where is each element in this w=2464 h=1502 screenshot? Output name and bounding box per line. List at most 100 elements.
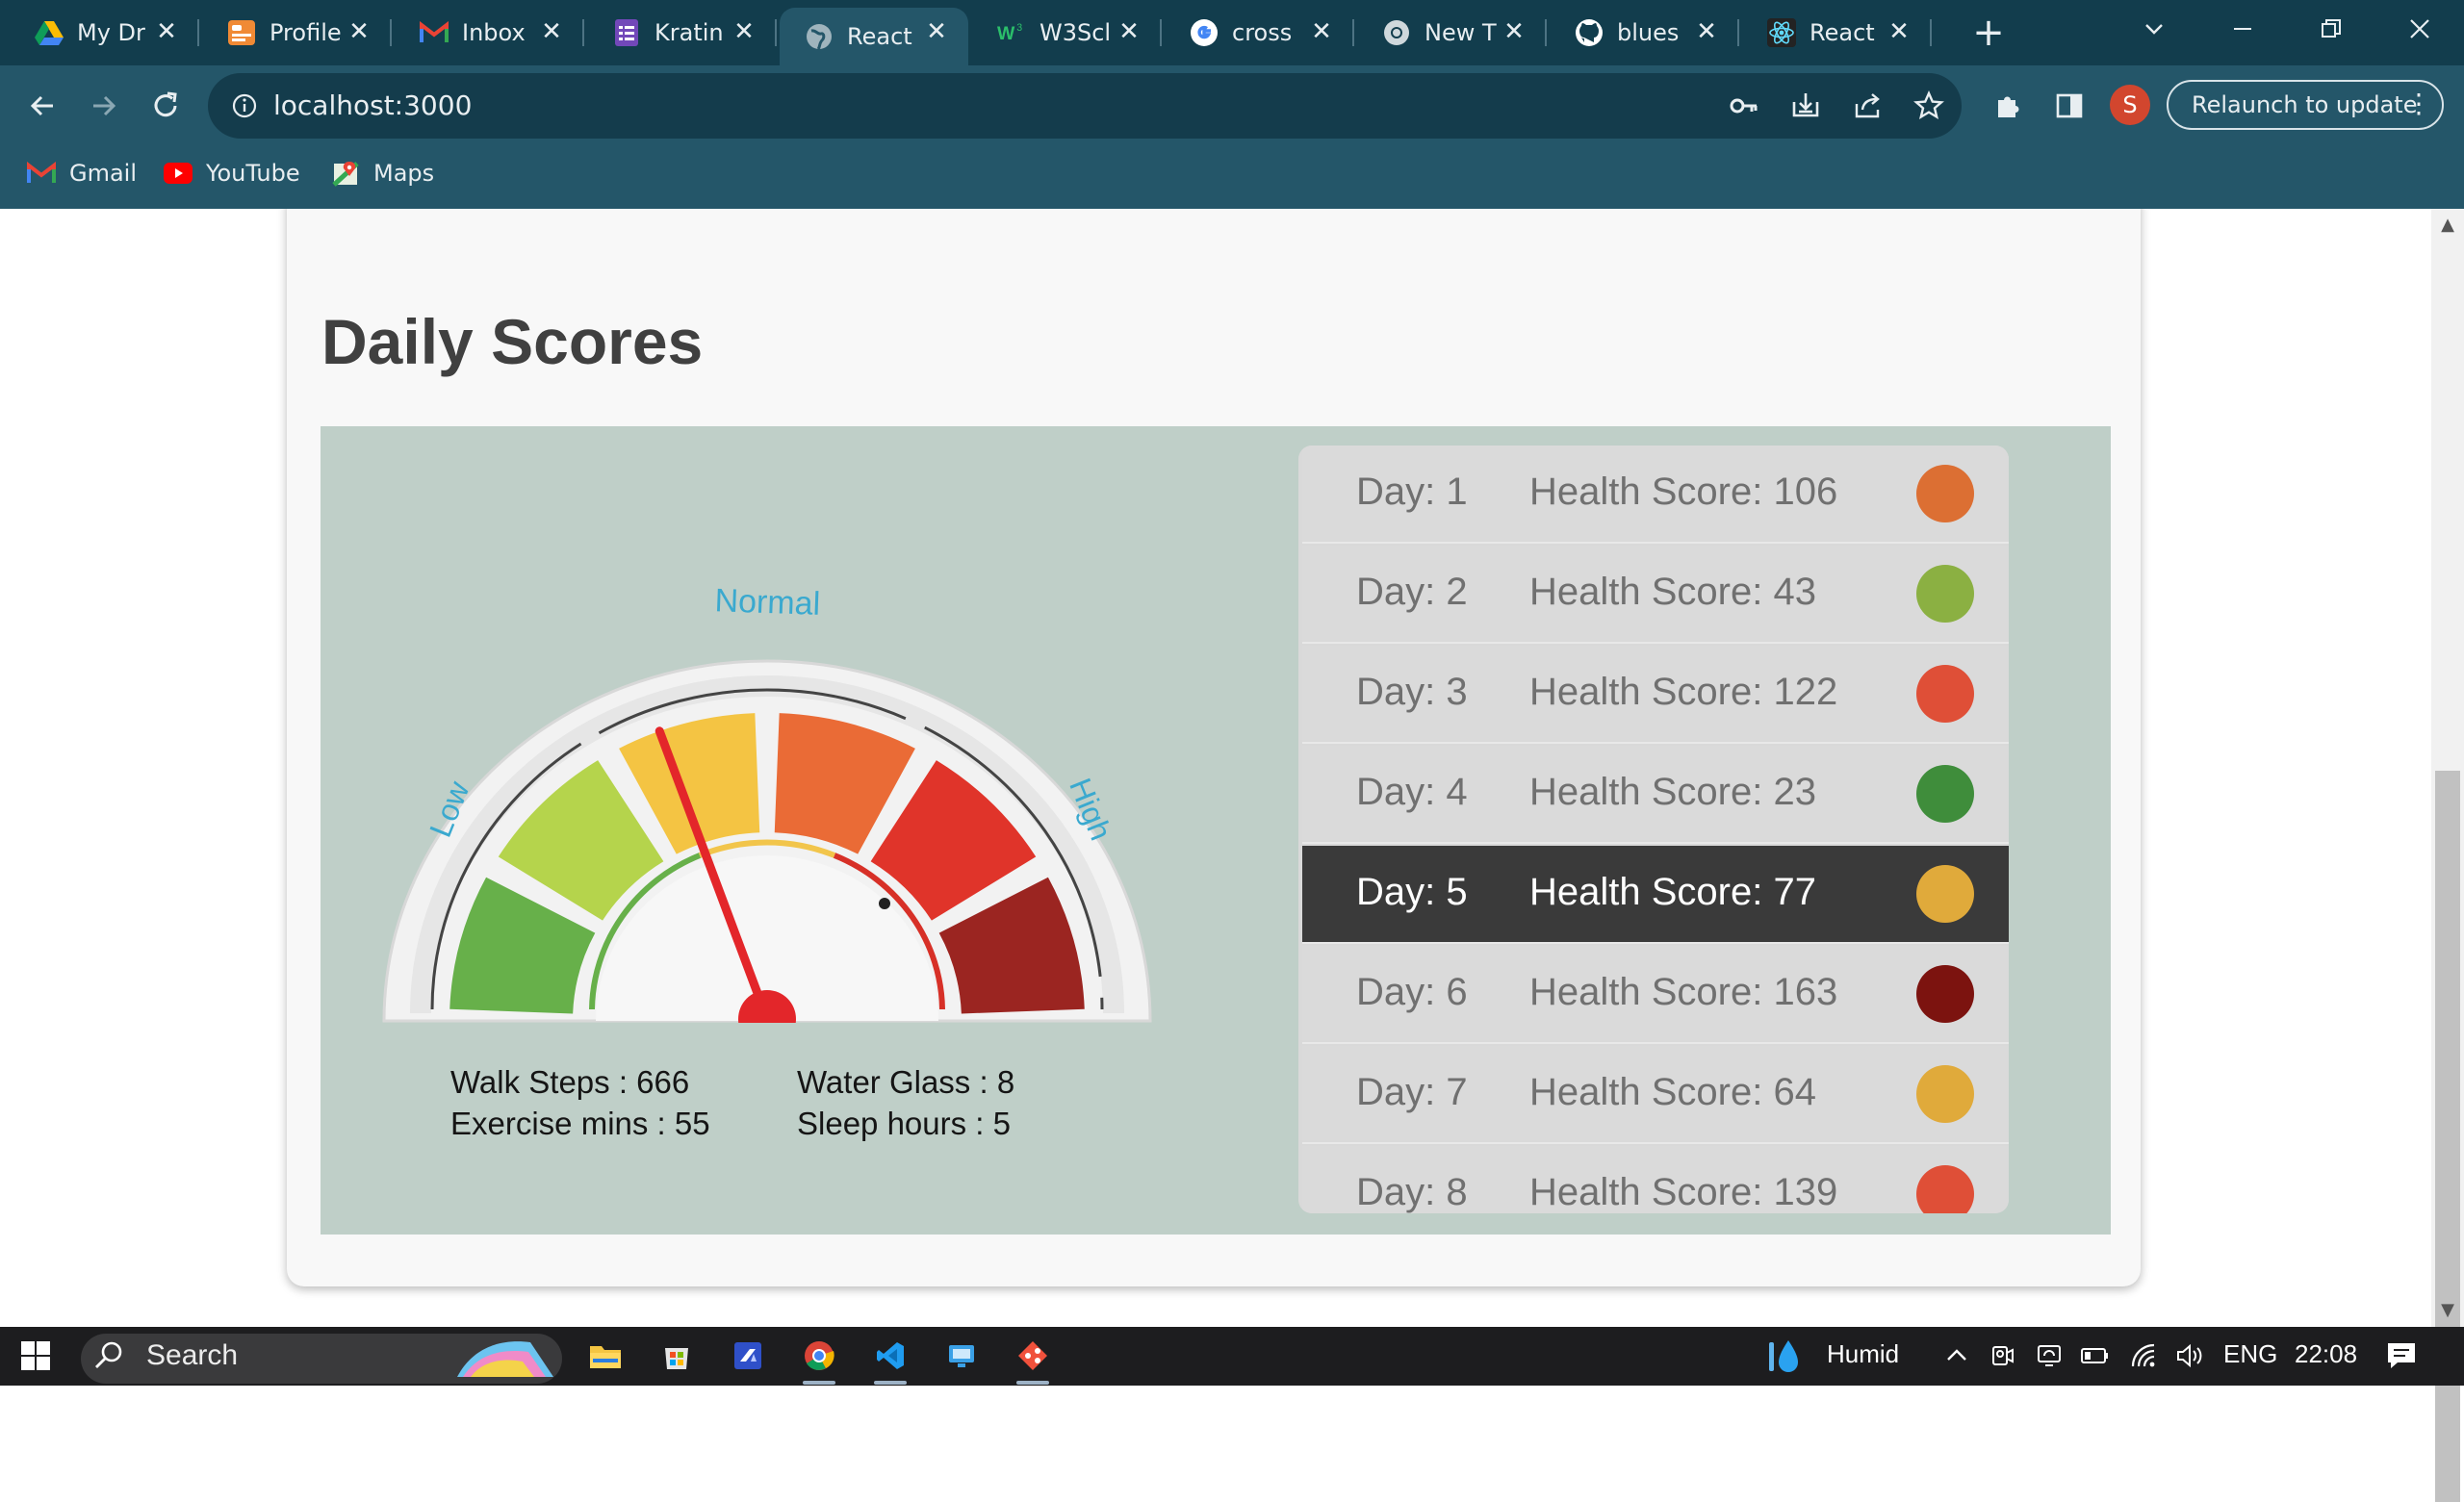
tab-label: React: [847, 23, 912, 50]
score-row[interactable]: Day: 1 Health Score: 106: [1302, 446, 2009, 544]
score-row[interactable]: Day: 6 Health Score: 163: [1302, 946, 2009, 1044]
score-row[interactable]: Day: 2 Health Score: 43: [1302, 546, 2009, 644]
score-day-label: Day: 5: [1356, 871, 1468, 913]
health-score-list[interactable]: Day: 1 Health Score: 106 Day: 2 Health Scor…: [1298, 446, 2009, 1213]
tab-separator: [1930, 19, 1932, 46]
walk-steps-text: Walk Steps : 666: [450, 1064, 690, 1100]
search-label: Search: [146, 1339, 239, 1371]
tab-close-icon[interactable]: ✕: [1311, 17, 1332, 46]
share-icon[interactable]: [1850, 89, 1885, 123]
browser-tab[interactable]: Kratin ✕: [587, 8, 777, 58]
browser-tab[interactable]: New T ✕: [1357, 8, 1547, 58]
restore-button[interactable]: [2302, 8, 2360, 50]
bookmark-label: Gmail: [69, 160, 138, 187]
clock-time[interactable]: 22:08: [2295, 1339, 2358, 1368]
browser-tab[interactable]: W 3 W3Scl ✕: [972, 8, 1162, 58]
bookmark-gmail[interactable]: Gmail: [27, 154, 137, 192]
tab-close-icon[interactable]: ✕: [1888, 17, 1910, 46]
tab-close-icon[interactable]: ✕: [541, 17, 562, 46]
google-drive-icon: [35, 18, 64, 47]
score-row[interactable]: Day: 7 Health Score: 64: [1302, 1046, 2009, 1144]
tab-close-icon[interactable]: ✕: [926, 17, 947, 46]
browser-tab[interactable]: My Dr ✕: [10, 8, 199, 58]
tab-label: blues: [1617, 19, 1680, 46]
browser-tab[interactable]: blues ✕: [1550, 8, 1739, 58]
tab-search-icon[interactable]: [2125, 8, 2183, 50]
search-highlight-icon: [452, 1332, 558, 1380]
scroll-up-icon[interactable]: ▲: [2441, 214, 2454, 235]
bookmark-maps[interactable]: Maps: [331, 154, 434, 192]
google-icon: [1190, 18, 1219, 47]
forward-button[interactable]: [81, 83, 127, 129]
side-panel-icon[interactable]: [2052, 89, 2087, 123]
scrollbar-thumb[interactable]: [2435, 771, 2460, 1502]
page-scrollbar[interactable]: ▲ ▼: [2431, 209, 2464, 1502]
windows-start-icon[interactable]: [12, 1332, 60, 1380]
score-row[interactable]: Day: 8 Health Score: 139: [1302, 1146, 2009, 1213]
relaunch-update-button[interactable]: Relaunch to update ⋮: [2167, 80, 2444, 130]
tab-label: React: [1810, 19, 1875, 46]
score-row[interactable]: Day: 5 Health Score: 77: [1302, 846, 2009, 944]
remote-desktop-icon[interactable]: [937, 1332, 986, 1380]
vscode-icon[interactable]: [866, 1332, 914, 1380]
scroll-down-icon[interactable]: ▼: [2441, 1299, 2454, 1320]
tab-label: Kratin: [654, 19, 724, 46]
tab-close-icon[interactable]: ✕: [348, 17, 370, 46]
reload-button[interactable]: [142, 83, 189, 129]
score-row[interactable]: Day: 3 Health Score: 122: [1302, 646, 2009, 744]
notifications-icon[interactable]: [2377, 1332, 2426, 1380]
health-score-value: Health Score: 77: [1529, 871, 1816, 913]
back-button[interactable]: [19, 83, 65, 129]
page-viewport: Daily Scores Normal Low High Walk S: [0, 209, 2431, 1327]
password-key-icon[interactable]: [1727, 89, 1761, 123]
camera-icon[interactable]: [1979, 1332, 2027, 1380]
volume-icon[interactable]: [2166, 1332, 2214, 1380]
git-client-icon[interactable]: [1009, 1332, 1057, 1380]
tab-separator: [1737, 19, 1739, 46]
chrome-taskbar-icon[interactable]: [795, 1332, 843, 1380]
battery-icon[interactable]: [2071, 1332, 2119, 1380]
network-icon[interactable]: [2121, 1332, 2169, 1380]
browser-tab[interactable]: cross ✕: [1165, 8, 1354, 58]
extensions-icon[interactable]: [1990, 89, 2025, 123]
gauge-outer-scale: [430, 688, 1104, 1010]
browser-tab[interactable]: Profile ✕: [202, 8, 392, 58]
browser-tab[interactable]: Inbox ✕: [395, 8, 584, 58]
new-tab-button[interactable]: +: [1972, 11, 2005, 55]
install-app-icon[interactable]: [1788, 89, 1823, 123]
close-window-button[interactable]: [2391, 8, 2449, 50]
browser-tab[interactable]: React ✕: [1742, 8, 1932, 58]
gauge-segment: [938, 877, 1085, 1014]
exercise-mins-text: Exercise mins : 55: [450, 1106, 710, 1141]
tab-strip: [0, 0, 2464, 65]
tab-close-icon[interactable]: ✕: [156, 17, 177, 46]
github-icon: [1575, 18, 1604, 47]
bookmark-star-icon[interactable]: [1912, 89, 1946, 123]
language-indicator[interactable]: ENG: [2223, 1339, 2278, 1368]
score-row[interactable]: Day: 4 Health Score: 23: [1302, 746, 2009, 844]
svg-text:W: W: [997, 23, 1015, 44]
tab-close-icon[interactable]: ✕: [1503, 17, 1525, 46]
profile-avatar[interactable]: S: [2110, 85, 2150, 125]
weather-raindrop-icon[interactable]: [1759, 1332, 1808, 1380]
site-info-icon[interactable]: [231, 92, 258, 119]
wifi-settings-icon[interactable]: [2025, 1332, 2073, 1380]
tab-close-icon[interactable]: ✕: [733, 17, 755, 46]
weather-text[interactable]: Humid: [1827, 1339, 1900, 1368]
minimize-button[interactable]: [2214, 8, 2272, 50]
microsoft-store-icon[interactable]: [653, 1332, 701, 1380]
profile-card-icon: [227, 18, 256, 47]
score-day-label: Day: 2: [1356, 571, 1468, 613]
bookmark-youtube[interactable]: YouTube: [164, 154, 300, 192]
bookmark-label: Maps: [373, 160, 435, 187]
visual-studio-icon[interactable]: [724, 1332, 772, 1380]
tab-close-icon[interactable]: ✕: [1118, 17, 1140, 46]
tray-overflow-chevron-icon[interactable]: [1933, 1332, 1981, 1380]
browser-tab[interactable]: React ✕: [780, 8, 968, 65]
tab-close-icon[interactable]: ✕: [1696, 17, 1717, 46]
url-text[interactable]: localhost:3000: [273, 89, 473, 121]
score-day-label: Day: 7: [1356, 1071, 1468, 1113]
file-explorer-icon[interactable]: [581, 1332, 629, 1380]
more-menu-icon[interactable]: ⋮: [2405, 88, 2432, 119]
address-bar[interactable]: [208, 73, 1962, 139]
